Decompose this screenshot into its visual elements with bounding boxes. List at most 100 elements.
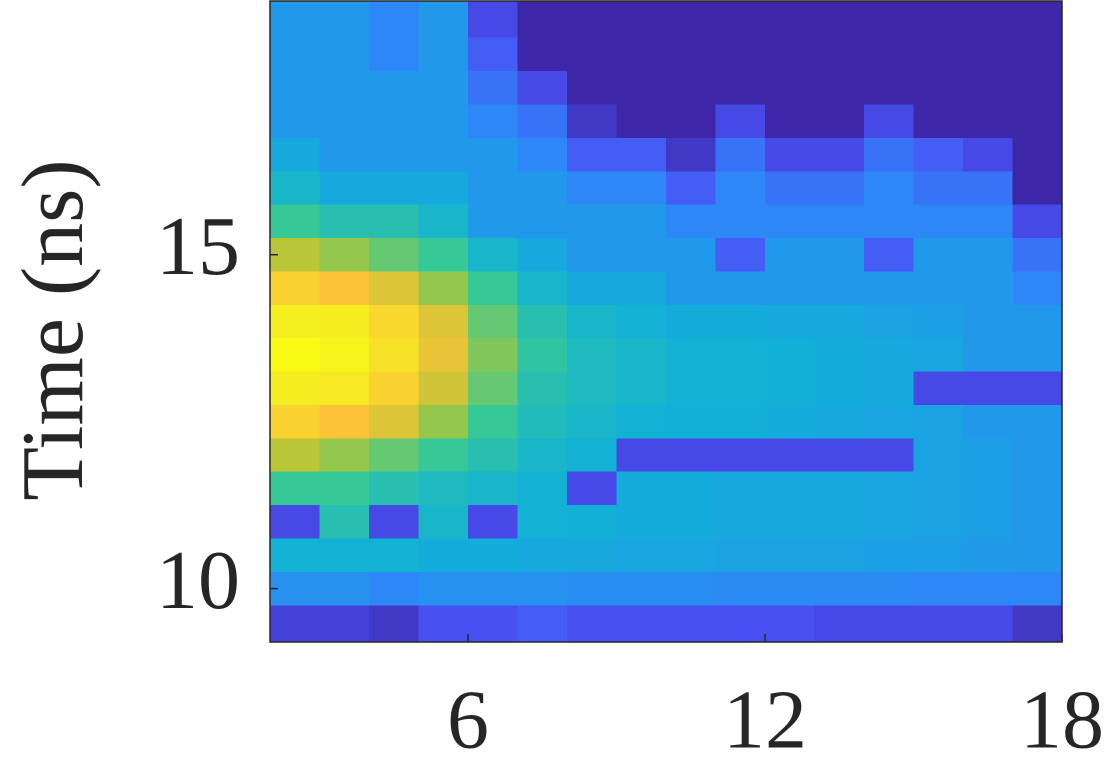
heatmap-cell (864, 1, 915, 39)
heatmap-cell (468, 571, 519, 606)
heatmap-cell (1012, 104, 1063, 139)
heatmap-cell (616, 137, 667, 172)
heatmap-cell (319, 371, 370, 406)
heatmap-cell (567, 471, 618, 506)
y-tick-label: 15 (156, 200, 240, 293)
heatmap-cell (517, 404, 568, 439)
heatmap-cell (963, 1, 1014, 39)
heatmap-cell (319, 404, 370, 439)
heatmap-cell (913, 238, 964, 273)
heatmap-cell (864, 104, 915, 139)
heatmap-cell (418, 271, 469, 306)
heatmap-cell (468, 104, 519, 139)
heatmap-cell (616, 104, 667, 139)
heatmap-cell (963, 238, 1014, 273)
heatmap-cell (517, 37, 568, 72)
heatmap-cell (913, 505, 964, 540)
heatmap-cell (418, 1, 469, 39)
heatmap-cell (1012, 271, 1063, 306)
heatmap-cell (814, 371, 865, 406)
heatmap-cell (864, 204, 915, 239)
heatmap-cell (270, 438, 321, 473)
heatmap-cell (765, 71, 816, 106)
heatmap-cell (567, 404, 618, 439)
heatmap-cell (468, 271, 519, 306)
heatmap-cell (270, 505, 321, 540)
heatmap-cell (567, 571, 618, 606)
heatmap-cell (517, 171, 568, 206)
heatmap-cell (765, 171, 816, 206)
axes-box (269, 0, 1063, 643)
heatmap-cell (715, 171, 766, 206)
heatmap-cell (666, 538, 717, 573)
heatmap-cell (864, 171, 915, 206)
heatmap-cell (270, 605, 321, 643)
heatmap-cell (963, 137, 1014, 172)
heatmap-cell (864, 271, 915, 306)
heatmap-cell (418, 338, 469, 373)
heatmap-cell (369, 71, 420, 106)
heatmap-cell (517, 204, 568, 239)
heatmap-cell (1012, 538, 1063, 573)
heatmap-cell (319, 338, 370, 373)
heatmap-cell (715, 471, 766, 506)
clip-bg (1062, 0, 1111, 644)
heatmap-cell (864, 338, 915, 373)
heatmap-cell (913, 605, 964, 643)
heatmap-cell (319, 37, 370, 72)
heatmap-cell (864, 137, 915, 172)
heatmap-cell (963, 471, 1014, 506)
heatmap-cell (270, 538, 321, 573)
heatmap-cell (765, 571, 816, 606)
heatmap-cell (517, 538, 568, 573)
heatmap-cell (319, 571, 370, 606)
heatmap-cell (715, 571, 766, 606)
heatmap-cell (814, 438, 865, 473)
heatmap-cells (270, 1, 1063, 643)
heatmap-cell (616, 71, 667, 106)
heatmap-cell (913, 171, 964, 206)
heatmap-cell (666, 605, 717, 643)
heatmap-cell (567, 505, 618, 540)
heatmap-cell (319, 505, 370, 540)
heatmap-cell (765, 137, 816, 172)
heatmap-cell (814, 571, 865, 606)
heatmap-cell (270, 471, 321, 506)
heatmap-cell (517, 304, 568, 339)
heatmap-cell (963, 404, 1014, 439)
heatmap-cell (369, 1, 420, 39)
heatmap-cell (765, 37, 816, 72)
heatmap-cell (814, 404, 865, 439)
heatmap-cell (715, 204, 766, 239)
heatmap-cell (765, 404, 816, 439)
heatmap-cell (616, 605, 667, 643)
heatmap-cell (270, 404, 321, 439)
heatmap-cell (913, 1, 964, 39)
heatmap-cell (369, 171, 420, 206)
heatmap-cell (963, 171, 1014, 206)
heatmap-cell (369, 438, 420, 473)
heatmap-cell (418, 571, 469, 606)
heatmap-cell (864, 371, 915, 406)
heatmap-cell (319, 204, 370, 239)
heatmap-cell (468, 338, 519, 373)
heatmap-cell (468, 605, 519, 643)
heatmap-cell (814, 1, 865, 39)
heatmap-cell (1012, 204, 1063, 239)
heatmap-cell (270, 304, 321, 339)
heatmap-cell (715, 338, 766, 373)
heatmap-cell (270, 104, 321, 139)
heatmap-cell (468, 71, 519, 106)
heatmap-cell (1012, 605, 1063, 643)
x-tick-label: 18 (1020, 673, 1104, 762)
heatmap-cell (666, 171, 717, 206)
heatmap-cell (913, 338, 964, 373)
heatmap-cell (616, 371, 667, 406)
heatmap-cell (418, 438, 469, 473)
heatmap-cell (369, 271, 420, 306)
heatmap-cell (963, 204, 1014, 239)
heatmap-cell (666, 471, 717, 506)
heatmap-cell (567, 538, 618, 573)
heatmap-cell (765, 505, 816, 540)
